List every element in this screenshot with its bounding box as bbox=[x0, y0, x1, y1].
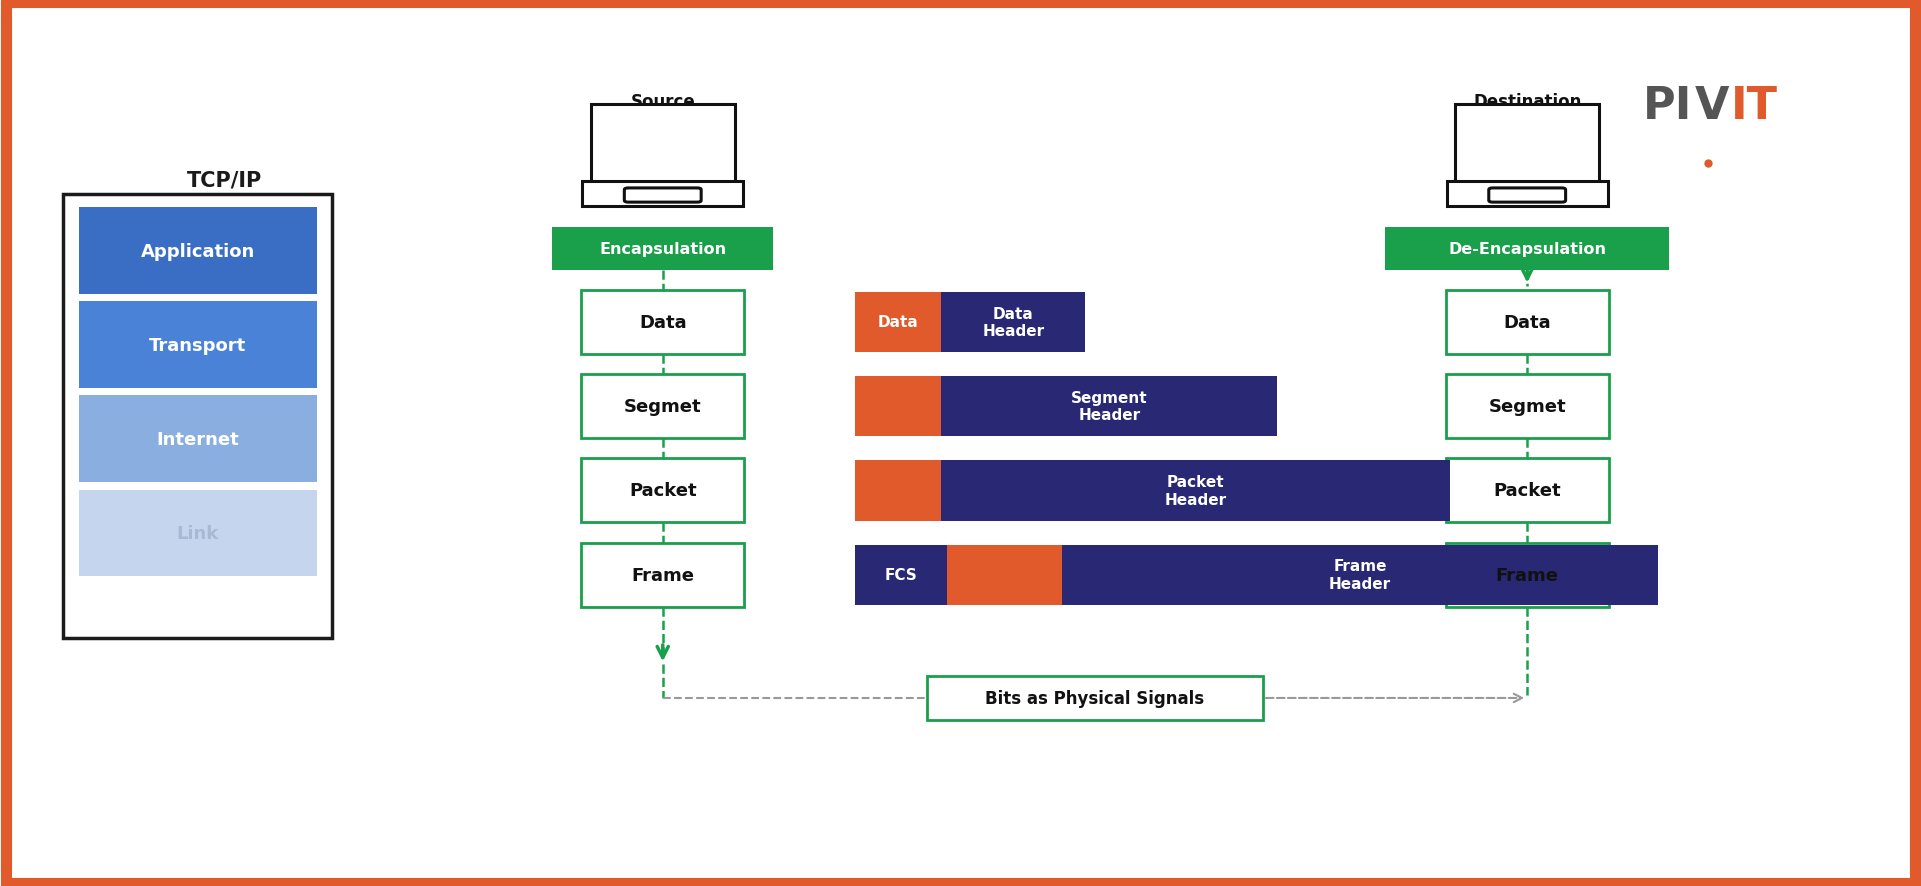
Text: Transport: Transport bbox=[150, 337, 246, 354]
Text: Segmet: Segmet bbox=[1489, 398, 1566, 416]
Text: IT: IT bbox=[1731, 85, 1777, 128]
Text: Data
Header: Data Header bbox=[982, 307, 1045, 338]
FancyBboxPatch shape bbox=[1445, 459, 1610, 523]
FancyBboxPatch shape bbox=[928, 676, 1264, 720]
Text: TCP/IP: TCP/IP bbox=[186, 170, 263, 190]
FancyBboxPatch shape bbox=[941, 292, 1085, 353]
Text: Frame: Frame bbox=[1496, 566, 1558, 584]
Text: De-Encapsulation: De-Encapsulation bbox=[1448, 242, 1606, 256]
FancyBboxPatch shape bbox=[1062, 545, 1658, 605]
FancyBboxPatch shape bbox=[79, 302, 317, 389]
FancyBboxPatch shape bbox=[624, 189, 701, 203]
FancyBboxPatch shape bbox=[1445, 543, 1610, 607]
FancyBboxPatch shape bbox=[947, 545, 1062, 605]
FancyBboxPatch shape bbox=[580, 459, 745, 523]
FancyBboxPatch shape bbox=[1456, 105, 1598, 189]
FancyBboxPatch shape bbox=[1447, 182, 1608, 206]
Text: Application: Application bbox=[140, 243, 255, 260]
FancyBboxPatch shape bbox=[615, 116, 711, 177]
FancyBboxPatch shape bbox=[1489, 189, 1566, 203]
FancyBboxPatch shape bbox=[580, 543, 745, 607]
FancyBboxPatch shape bbox=[592, 105, 734, 189]
FancyBboxPatch shape bbox=[551, 228, 772, 270]
Text: Data: Data bbox=[640, 314, 686, 331]
Text: Source: Source bbox=[630, 93, 695, 111]
Text: Packet: Packet bbox=[628, 482, 697, 500]
Text: Data: Data bbox=[1504, 314, 1550, 331]
Text: PI: PI bbox=[1642, 85, 1692, 128]
Text: Packet
Header: Packet Header bbox=[1164, 475, 1228, 507]
Text: V: V bbox=[1694, 85, 1729, 128]
FancyBboxPatch shape bbox=[79, 490, 317, 577]
FancyBboxPatch shape bbox=[79, 208, 317, 295]
FancyBboxPatch shape bbox=[580, 291, 745, 354]
FancyBboxPatch shape bbox=[63, 195, 332, 638]
FancyBboxPatch shape bbox=[582, 182, 743, 206]
Text: Frame
Header: Frame Header bbox=[1329, 559, 1391, 591]
Text: Frame: Frame bbox=[632, 566, 693, 584]
Text: Segmet: Segmet bbox=[624, 398, 701, 416]
FancyBboxPatch shape bbox=[855, 377, 941, 437]
Text: Bits as Physical Signals: Bits as Physical Signals bbox=[985, 689, 1204, 707]
FancyBboxPatch shape bbox=[1445, 291, 1610, 354]
FancyBboxPatch shape bbox=[1385, 228, 1669, 270]
Text: Internet: Internet bbox=[156, 431, 240, 448]
FancyBboxPatch shape bbox=[941, 377, 1277, 437]
FancyBboxPatch shape bbox=[1479, 116, 1577, 177]
Text: Encapsulation: Encapsulation bbox=[599, 242, 726, 256]
FancyBboxPatch shape bbox=[855, 461, 941, 521]
FancyBboxPatch shape bbox=[580, 375, 745, 439]
FancyBboxPatch shape bbox=[79, 396, 317, 483]
Text: Segment
Header: Segment Header bbox=[1072, 391, 1147, 423]
Text: FCS: FCS bbox=[884, 568, 918, 582]
FancyBboxPatch shape bbox=[855, 545, 947, 605]
FancyBboxPatch shape bbox=[941, 461, 1450, 521]
FancyBboxPatch shape bbox=[855, 292, 941, 353]
Text: Link: Link bbox=[177, 525, 219, 542]
Text: Packet: Packet bbox=[1493, 482, 1562, 500]
FancyBboxPatch shape bbox=[1445, 375, 1610, 439]
Text: Data: Data bbox=[878, 315, 918, 330]
Text: Destination: Destination bbox=[1473, 93, 1581, 111]
